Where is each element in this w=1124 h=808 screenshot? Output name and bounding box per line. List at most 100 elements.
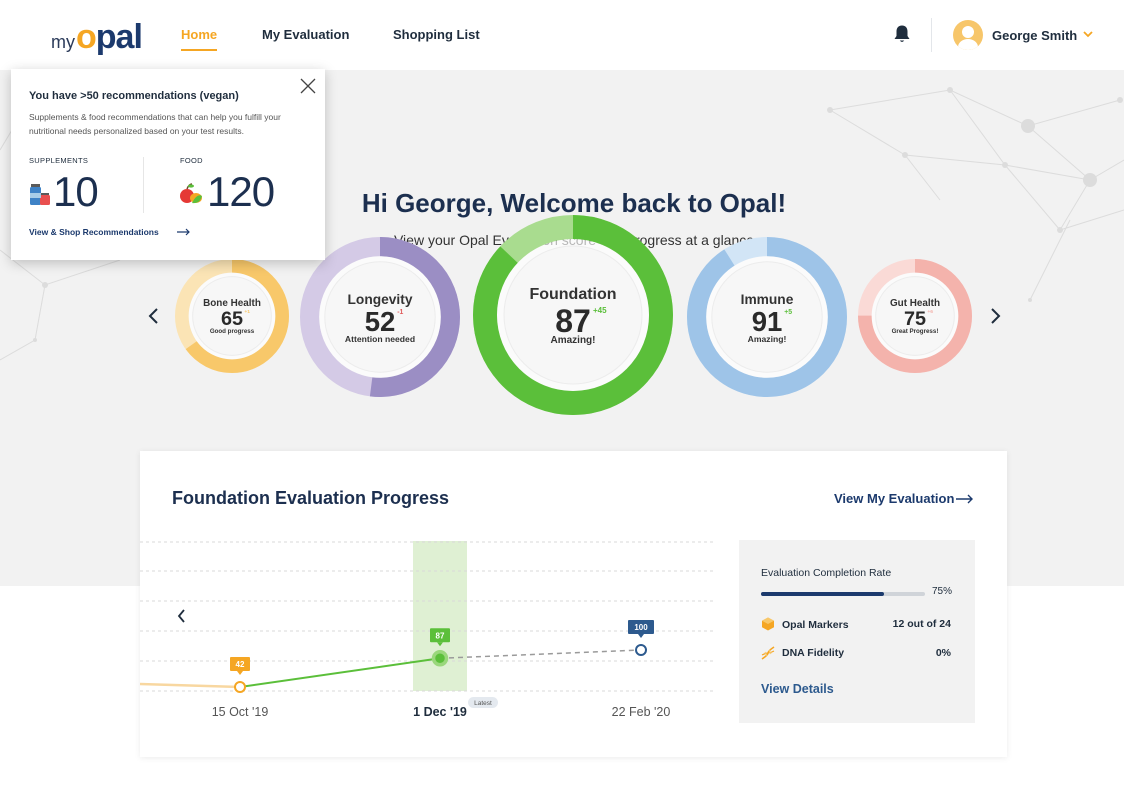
score-ring-graphic [473, 215, 673, 415]
top-navigation-bar: my opal Home My Evaluation Shopping List… [0, 0, 1124, 70]
ring-score-arc [473, 215, 673, 415]
popup-divider [143, 157, 144, 213]
score-status: Good progress [209, 328, 255, 336]
score-label: Immune [740, 291, 794, 307]
score-delta: +6 [927, 310, 934, 316]
series-line [239, 657, 441, 688]
score-value: 75 [903, 307, 927, 330]
view-my-evaluation-link[interactable]: View My Evaluation [834, 491, 955, 506]
score-value: 87 [555, 303, 591, 339]
arrow-right-icon[interactable] [177, 228, 191, 236]
latest-badge-text: Latest [474, 700, 492, 707]
data-label: 100 [634, 623, 648, 632]
score-status: Amazing! [747, 334, 787, 345]
score-ring-gut-health[interactable]: Gut Health 75 +6 Great Progress! [858, 259, 972, 373]
opal-markers-value: 12 out of 24 [892, 618, 951, 630]
data-label: 87 [436, 631, 445, 640]
data-label-pointer [437, 642, 443, 647]
view-details-link[interactable]: View Details [761, 682, 834, 696]
score-status: Amazing! [550, 335, 596, 346]
ring-inner-face [503, 245, 643, 385]
supplements-label: SUPPLEMENTS [29, 156, 89, 165]
opal-markers-label: Opal Markers [782, 619, 849, 631]
user-name[interactable]: George Smith [992, 28, 1078, 43]
score-label: Foundation [529, 286, 617, 303]
score-ring-bone-health[interactable]: Bone Health 65 +1 Good progress [175, 259, 289, 373]
score-ring-graphic [686, 236, 848, 398]
dna-fidelity-label: DNA Fidelity [782, 647, 845, 659]
welcome-heading: Hi George, Welcome back to Opal! [361, 188, 787, 218]
progress-line-chart: 42 15 Oct '19 87 1 Dec '19 100 22 Feb '20 Late… [140, 541, 716, 719]
score-ring-foundation[interactable]: Foundation 87 +45 Amazing! [473, 215, 673, 415]
foundation-progress-card: Foundation Evaluation Progress View My E… [140, 451, 1007, 757]
projected-line [439, 649, 642, 660]
recommendations-popup: You have >50 recommendations (vegan) Sup… [11, 69, 325, 260]
data-label-tag [230, 657, 250, 671]
score-delta: -1 [397, 309, 404, 317]
score-ring-immune[interactable]: Immune 91 +5 Amazing! [686, 236, 848, 398]
chevron-down-icon[interactable] [1082, 29, 1094, 39]
data-label-pointer [237, 671, 243, 675]
fruit-icon [180, 183, 202, 204]
logo-opal-text: opal [76, 18, 143, 56]
latest-badge [468, 697, 498, 708]
score-delta: +1 [244, 310, 251, 316]
dna-icon [761, 646, 775, 660]
chevron-right-icon[interactable] [986, 307, 1004, 325]
ring-score-arc [686, 236, 848, 398]
view-shop-recommendations-link[interactable]: View & Shop Recommendations [29, 227, 159, 237]
popup-title: You have >50 recommendations (vegan) [29, 90, 239, 102]
ring-score-arc [299, 236, 461, 398]
completion-progress-fill [761, 592, 884, 596]
data-label-tag [430, 628, 450, 643]
completion-rate-value: 75% [932, 586, 953, 597]
data-label: 42 [236, 660, 245, 669]
data-label-tag [628, 620, 654, 634]
x-tick-label: 15 Oct '19 [212, 705, 269, 719]
myopal-logo[interactable]: my opal [51, 18, 143, 56]
header-divider [931, 18, 932, 52]
score-delta: +45 [593, 306, 607, 315]
progress-card-title: Foundation Evaluation Progress [172, 488, 450, 508]
score-ring-graphic [299, 236, 461, 398]
chevron-left-icon[interactable] [145, 307, 163, 325]
data-point [635, 644, 647, 656]
score-value: 65 [220, 307, 244, 330]
nav-my-evaluation[interactable]: My Evaluation [262, 27, 350, 42]
data-label-pointer [638, 634, 644, 638]
ring-inner-face [875, 276, 955, 356]
nav-shopping-list[interactable]: Shopping List [393, 27, 480, 42]
data-point [431, 650, 449, 667]
score-ring-longevity[interactable]: Longevity 52 -1 Attention needed [299, 236, 461, 398]
data-point [234, 681, 246, 693]
completion-progress-bar [761, 592, 925, 596]
ring-inner-face [324, 261, 436, 373]
arrow-right-icon[interactable] [956, 494, 974, 504]
score-value: 52 [364, 306, 396, 338]
bell-icon[interactable] [893, 24, 911, 44]
network-background-decoration [0, 87, 1124, 361]
score-value: 91 [751, 306, 783, 338]
nav-home[interactable]: Home [181, 27, 218, 51]
food-label: FOOD [180, 156, 203, 165]
lead-in-line [140, 682, 241, 689]
dna-fidelity-value: 0% [935, 647, 951, 659]
score-ring-graphic [858, 259, 972, 373]
score-status: Great Progress! [891, 328, 939, 336]
user-avatar-icon[interactable] [953, 20, 983, 50]
ring-score-arc [858, 259, 972, 373]
score-ring-graphic [175, 259, 289, 373]
ring-inner-face [192, 276, 272, 356]
ring-score-arc [175, 259, 289, 373]
x-tick-label: 22 Feb '20 [612, 705, 671, 719]
logo-my-text: my [51, 32, 75, 52]
latest-highlight-band [413, 541, 467, 691]
hexagon-marker-icon [762, 617, 774, 631]
score-delta: +5 [784, 309, 793, 317]
supplement-bottles-icon [30, 184, 50, 205]
food-count: 120 [207, 168, 275, 215]
close-icon[interactable] [299, 77, 317, 95]
score-label: Gut Health [889, 297, 941, 309]
chevron-left-icon [177, 609, 185, 623]
x-tick-label: 1 Dec '19 [413, 705, 467, 719]
